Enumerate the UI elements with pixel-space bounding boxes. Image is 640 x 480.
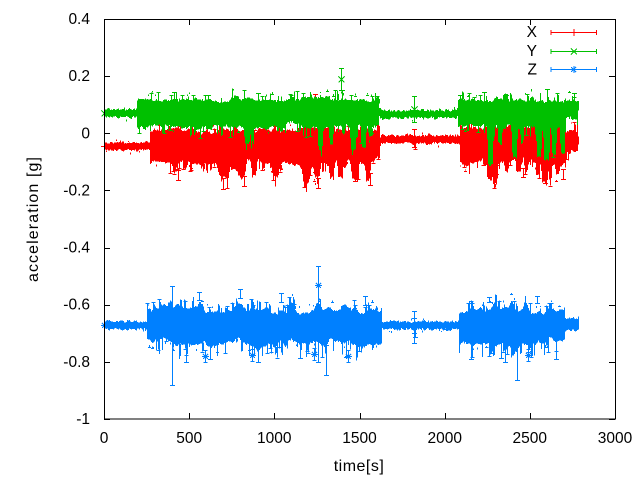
svg-text:0.4: 0.4 xyxy=(68,11,90,28)
svg-text:-0.4: -0.4 xyxy=(63,240,90,257)
svg-text:0: 0 xyxy=(100,430,109,447)
svg-text:X: X xyxy=(527,24,538,41)
svg-text:acceleration [g]: acceleration [g] xyxy=(25,156,42,282)
svg-text:1000: 1000 xyxy=(257,430,292,447)
svg-text:Y: Y xyxy=(527,43,537,60)
svg-text:-1: -1 xyxy=(76,411,90,428)
svg-text:1500: 1500 xyxy=(342,430,377,447)
svg-text:-0.2: -0.2 xyxy=(63,182,90,199)
svg-text:500: 500 xyxy=(176,430,202,447)
svg-text:-0.6: -0.6 xyxy=(63,297,90,314)
svg-text:Z: Z xyxy=(528,62,537,79)
svg-text:2000: 2000 xyxy=(427,430,462,447)
svg-text:2500: 2500 xyxy=(513,430,548,447)
svg-text:-0.8: -0.8 xyxy=(63,354,90,371)
svg-text:time[s]: time[s] xyxy=(334,458,385,475)
svg-text:0: 0 xyxy=(81,125,90,142)
svg-text:0.2: 0.2 xyxy=(68,68,90,85)
svg-text:3000: 3000 xyxy=(598,430,633,447)
